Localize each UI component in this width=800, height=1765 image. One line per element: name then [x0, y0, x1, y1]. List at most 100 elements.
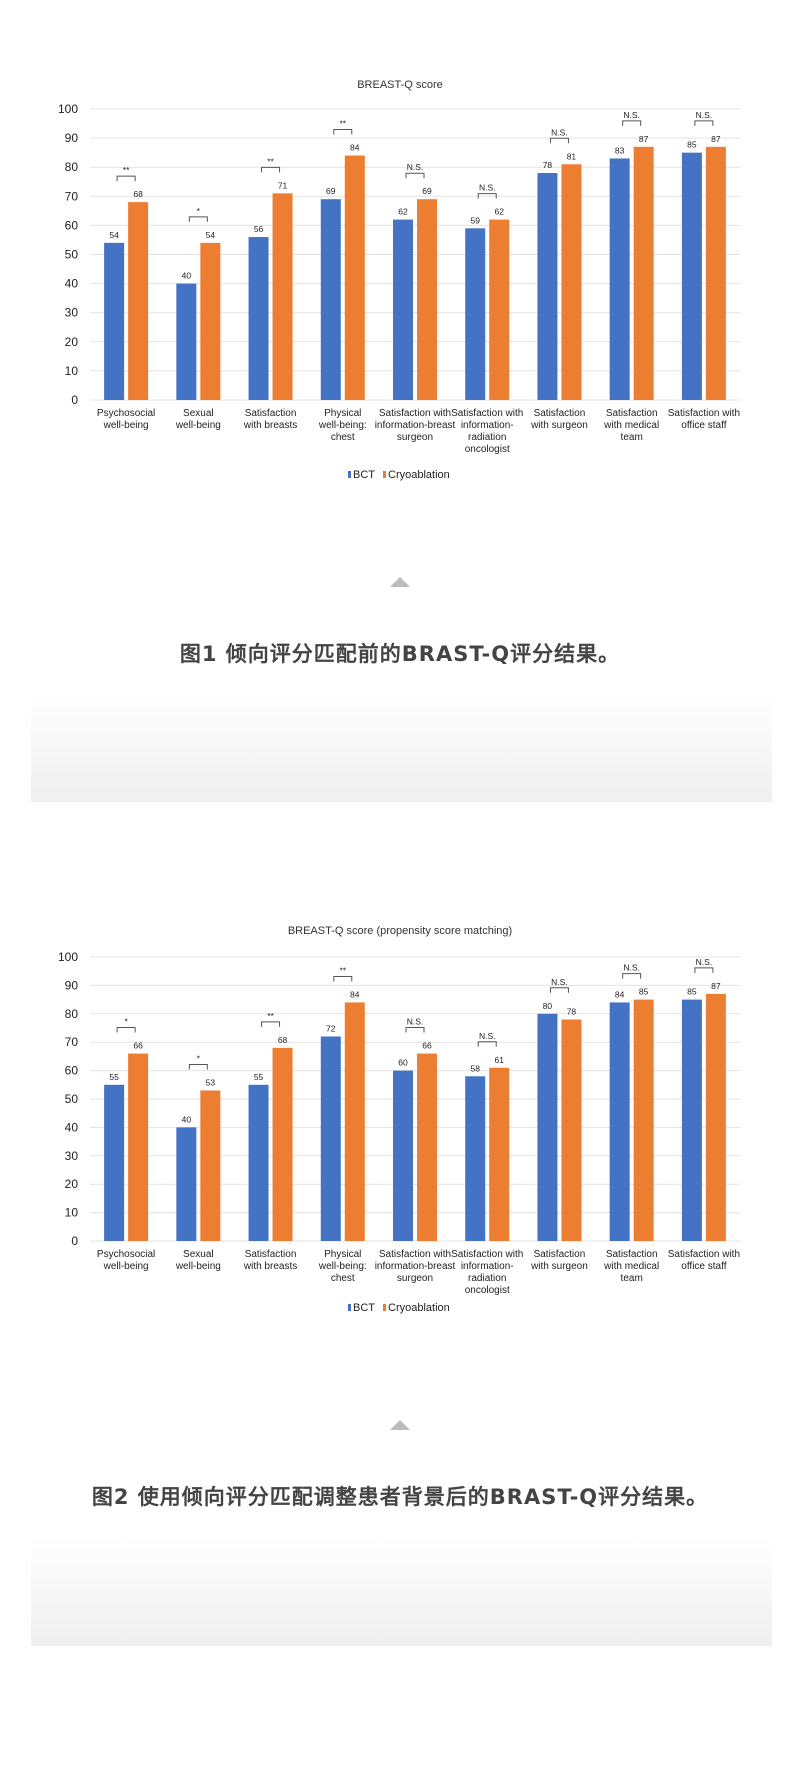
- significance-label: N.S.: [407, 1017, 424, 1027]
- y-tick-label: 80: [65, 160, 79, 174]
- y-tick-label: 100: [58, 102, 78, 116]
- y-tick-label: 30: [65, 1149, 79, 1163]
- data-label: 53: [206, 1077, 216, 1087]
- y-tick-label: 40: [65, 1120, 79, 1134]
- legend-label: BCT: [353, 1302, 375, 1314]
- category-label: oncologist: [465, 1285, 510, 1296]
- significance-label: N.S.: [551, 977, 568, 987]
- data-label: 55: [109, 1072, 119, 1082]
- legend-label: Cryoablation: [388, 469, 450, 481]
- bar-cryoablation: [200, 1090, 221, 1241]
- bar-cryoablation: [705, 993, 726, 1241]
- category-label: office staff: [681, 420, 726, 431]
- bar-cryoablation: [200, 242, 221, 400]
- significance-label: N.S.: [623, 963, 640, 973]
- data-label: 85: [687, 987, 697, 997]
- bar-bct: [393, 1070, 413, 1241]
- y-tick-label: 40: [65, 277, 79, 291]
- figure-caption-2: 图2 使用倾向评分匹配调整患者背景后的BRAST-Q评分结果。: [91, 1485, 709, 1509]
- category-label: Satisfaction with: [379, 408, 451, 419]
- data-label: 83: [615, 145, 625, 155]
- data-label: 60: [398, 1058, 408, 1068]
- category-label: Satisfaction with: [451, 408, 523, 419]
- category-label: well-being: [103, 1261, 149, 1272]
- category-label: Satisfaction with: [451, 1249, 523, 1260]
- significance-label: *: [197, 1053, 201, 1063]
- data-label: 87: [639, 134, 649, 144]
- data-label: 72: [326, 1024, 336, 1034]
- y-tick-label: 90: [65, 131, 79, 145]
- y-tick-label: 20: [65, 335, 79, 349]
- category-label: well-being:: [318, 420, 367, 431]
- category-label: chest: [331, 1273, 355, 1284]
- category-label: with breasts: [243, 1261, 297, 1272]
- significance-bracket: [477, 1041, 497, 1047]
- bar-bct: [609, 1002, 630, 1241]
- category-label: Satisfaction: [534, 408, 586, 419]
- bar-cryoablation: [489, 1067, 510, 1241]
- bar-bct: [393, 219, 413, 400]
- y-tick-label: 80: [65, 1007, 79, 1021]
- triangle-up-icon: [390, 1420, 410, 1430]
- bar-bct: [465, 228, 486, 400]
- significance-label: **: [267, 156, 274, 166]
- bar-bct: [320, 1036, 341, 1241]
- category-label: information-breast: [375, 420, 456, 431]
- significance-label: *: [124, 1017, 128, 1027]
- category-label: Satisfaction with: [379, 1249, 451, 1260]
- triangle-up-icon: [390, 577, 410, 587]
- significance-bracket: [116, 1027, 136, 1033]
- significance-bracket: [622, 973, 642, 979]
- category-label: with breasts: [243, 420, 297, 431]
- category-label: surgeon: [397, 1273, 433, 1284]
- category-label: oncologist: [465, 444, 510, 455]
- legend-swatch: [383, 1304, 386, 1311]
- data-label: 66: [133, 1041, 143, 1051]
- legend-label: BCT: [353, 469, 375, 481]
- category-label: information-: [461, 1261, 514, 1272]
- data-label: 68: [278, 1035, 288, 1045]
- data-label: 58: [470, 1063, 480, 1073]
- bar-bct: [465, 1076, 486, 1241]
- category-label: Sexual: [183, 1249, 214, 1260]
- data-label: 69: [326, 186, 336, 196]
- y-tick-label: 70: [65, 1035, 79, 1049]
- y-tick-label: 10: [65, 364, 79, 378]
- data-label: 78: [543, 160, 553, 170]
- data-label: 78: [567, 1006, 577, 1016]
- significance-bracket: [694, 120, 714, 126]
- legend-swatch: [348, 471, 351, 478]
- data-label: 61: [494, 1055, 504, 1065]
- legend-label: Cryoablation: [388, 1302, 450, 1314]
- figure-caption-1: 图1 倾向评分匹配前的BRAST-Q评分结果。: [179, 642, 621, 666]
- bar-cryoablation: [633, 146, 654, 400]
- category-label: Physical: [324, 408, 361, 419]
- bar-cryoablation: [561, 1019, 582, 1241]
- data-label: 84: [350, 143, 360, 153]
- category-label: with medical: [603, 1261, 659, 1272]
- category-label: Satisfaction with: [668, 408, 740, 419]
- breast-q-chart: BREAST-Q score 0 10 20 30 40 50 60 70 80 90 100 54 68…: [58, 79, 740, 481]
- bar-bct: [609, 158, 630, 400]
- y-tick-label: 0: [71, 393, 78, 407]
- significance-label: N.S.: [407, 162, 424, 172]
- chart-title: BREAST-Q score: [357, 79, 443, 91]
- bar-bct: [248, 1084, 269, 1241]
- significance-label: N.S.: [551, 127, 568, 137]
- category-label: chest: [331, 432, 355, 443]
- fade-panel: [31, 1536, 772, 1646]
- category-label: Satisfaction with: [668, 1249, 740, 1260]
- significance-bracket: [549, 137, 569, 144]
- category-label: well-being: [103, 420, 149, 431]
- data-label: 54: [206, 230, 216, 240]
- significance-label: N.S.: [479, 183, 496, 193]
- data-label: 62: [398, 207, 408, 217]
- y-tick-label: 0: [71, 1234, 78, 1248]
- y-tick-label: 100: [58, 950, 78, 964]
- significance-label: N.S.: [623, 110, 640, 120]
- bar-cryoablation: [489, 219, 510, 400]
- category-label: well-being: [175, 420, 221, 431]
- significance-bracket: [549, 987, 569, 993]
- data-label: 69: [422, 186, 432, 196]
- significance-bracket: [477, 193, 497, 199]
